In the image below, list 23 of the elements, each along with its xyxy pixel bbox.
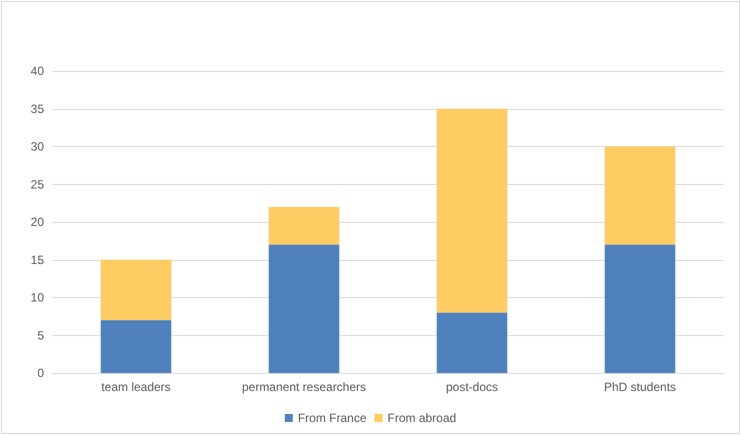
legend-label: From France <box>298 411 367 425</box>
bar <box>268 206 340 245</box>
y-tick-label: 20 <box>30 215 44 229</box>
y-tick-label: 15 <box>30 252 44 267</box>
x-tick-label: team leaders <box>101 380 171 394</box>
y-tick-label: 5 <box>37 328 44 342</box>
bar <box>604 146 676 245</box>
y-tick-label: 35 <box>30 102 44 116</box>
bar <box>100 320 172 373</box>
x-tick-label: permanent researchers <box>242 380 366 394</box>
y-tick-label: 40 <box>30 64 44 78</box>
bar <box>100 260 172 320</box>
x-tick-label: post-docs <box>446 380 498 394</box>
bar <box>604 244 676 373</box>
y-tick-label: 30 <box>30 140 44 154</box>
y-tick-label: 25 <box>30 177 44 192</box>
bar <box>436 312 508 373</box>
bar <box>436 108 508 313</box>
y-tick-label: 0 <box>37 366 44 380</box>
x-tick-label: PhD students <box>604 380 676 394</box>
y-tick-label: 10 <box>30 290 44 304</box>
bar <box>268 244 340 373</box>
legend-label: From abroad <box>387 411 456 425</box>
